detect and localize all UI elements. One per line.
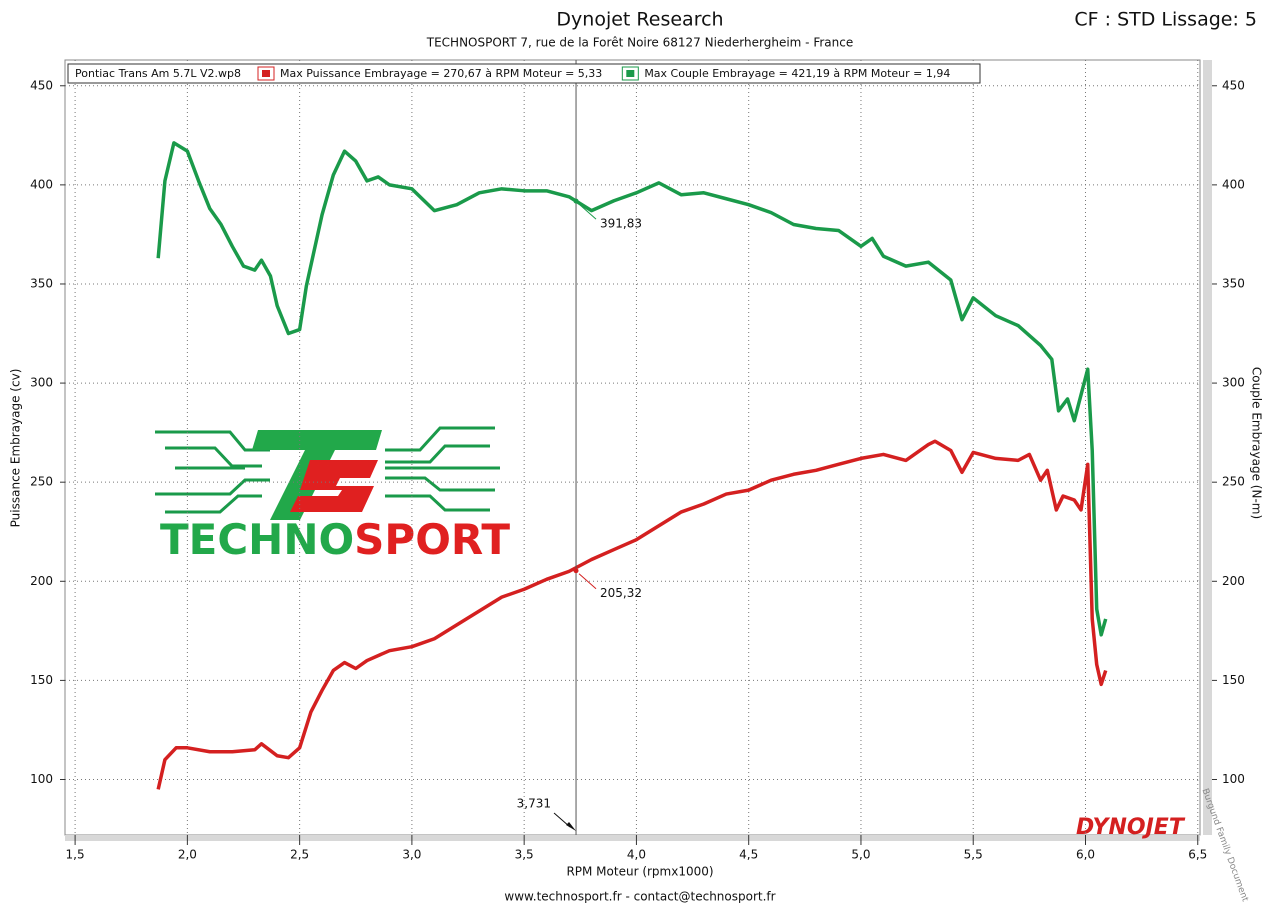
y-tick-label: 400 [30,177,53,191]
cursor-value-label: 391,83 [600,217,642,231]
x-tick-label: 1,5 [66,848,85,862]
y2-tick-label: 200 [1222,574,1245,588]
right-axis-band [1203,60,1212,835]
y-tick-label: 200 [30,574,53,588]
cursor-point [573,568,579,574]
series-line [156,439,1108,790]
y-tick-label: 150 [30,673,53,687]
x-tick-label: 5,0 [851,848,870,862]
bottom-axis-band [65,835,1200,841]
y2-tick-label: 150 [1222,673,1245,687]
cursor-point [573,198,579,204]
y2-tick-label: 100 [1222,772,1245,786]
x-tick-label: 3,5 [515,848,534,862]
y2-tick-label: 250 [1222,475,1245,489]
y2-axis-label: Couple Embrayage (N-m) [1250,367,1264,519]
y2-tick-label: 450 [1222,78,1245,92]
footer: www.technosport.fr - contact@technosport… [504,890,775,904]
logo-text: TECHNOSPORT [160,515,510,564]
y2-tick-label: 350 [1222,276,1245,290]
x-tick-label: 6,5 [1188,848,1207,862]
y-tick-label: 300 [30,376,53,390]
chart-subtitle: TECHNOSPORT 7, rue de la Forêt Noire 681… [426,36,853,50]
cursor-value-pointer [578,573,597,590]
legend-swatch-fill [262,70,270,77]
logo: TECHNOSPORT [155,426,510,564]
y2-tick-label: 300 [1222,376,1245,390]
series-line [156,141,1108,637]
chart-title: Dynojet Research [556,9,723,31]
x-tick-label: 5,5 [964,848,983,862]
x-tick-label: 4,0 [627,848,646,862]
x-tick-label: 4,5 [739,848,758,862]
cursor-pointer [553,812,571,828]
x-tick-label: 2,5 [290,848,309,862]
x-tick-label: 2,0 [178,848,197,862]
y-tick-label: 450 [30,78,53,92]
logo-text-red: SPORT [354,515,510,564]
y2-tick-label: 400 [1222,177,1245,191]
y-axis-label: Puissance Embrayage (cv) [9,369,23,528]
cursor-label: 3,731 [517,797,551,811]
x-tick-label: 6,0 [1076,848,1095,862]
x-axis-label: RPM Moteur (rpmx1000) [566,865,713,879]
logo-text-green: TECHNO [160,515,354,564]
cursor-value-pointer [578,203,597,220]
y-tick-label: 100 [30,772,53,786]
legend-run-name: Pontiac Trans Am 5.7L V2.wp8 [75,67,241,80]
cursor-value-label: 205,32 [600,586,642,600]
legend-label: Max Puissance Embrayage = 270,67 à RPM M… [280,67,602,80]
y-tick-label: 250 [30,475,53,489]
legend-swatch-fill [626,70,635,77]
cursor-arrow [566,822,577,831]
settings-label: CF : STD Lissage: 5 [1074,9,1257,31]
x-tick-label: 3,0 [402,848,421,862]
brand-logo: DYNOJET [1076,815,1186,840]
legend-label: Max Couple Embrayage = 421,19 à RPM Mote… [644,67,950,80]
legend-box [67,63,981,84]
y-tick-label: 350 [30,276,53,290]
